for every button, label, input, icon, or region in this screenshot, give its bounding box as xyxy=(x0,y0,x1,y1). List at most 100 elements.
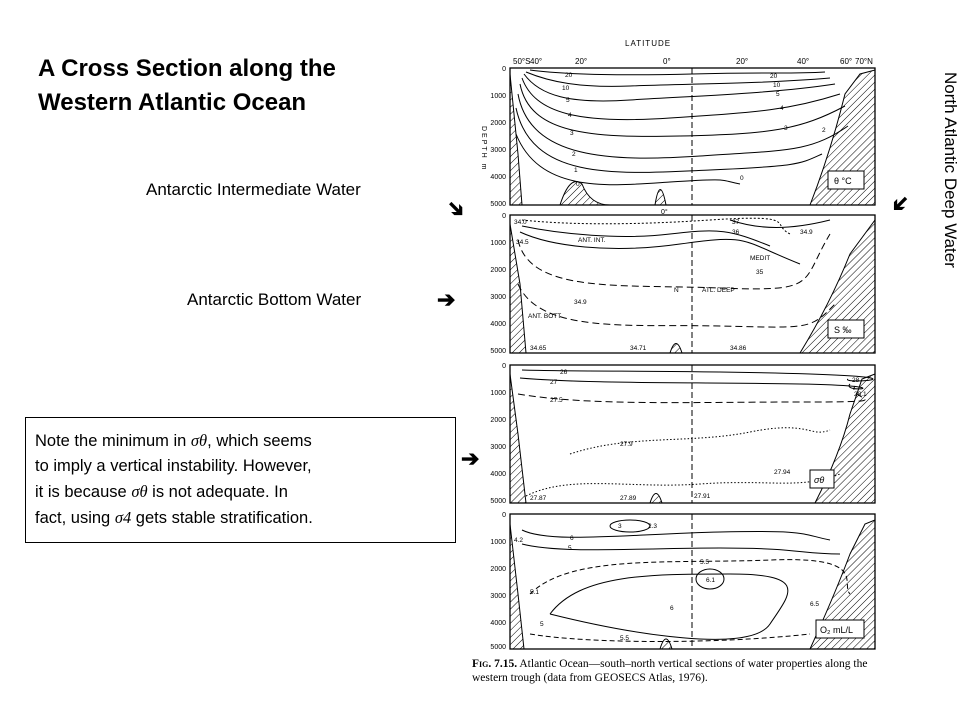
isoline-label: 34.5 xyxy=(516,239,529,246)
isoline-label: 1 xyxy=(574,167,578,174)
figure-caption: Fig. 7.15. Atlantic Ocean—south–north ve… xyxy=(472,657,892,685)
panel-label-density: σθ xyxy=(814,475,824,485)
temperature-isolines xyxy=(515,69,849,186)
isoline-label: 36 xyxy=(732,229,740,236)
isoline-label: 35 xyxy=(756,269,764,276)
depth-tick: 4000 xyxy=(490,620,506,627)
arrow-note-icon: ➔ xyxy=(461,446,480,471)
isoline-labels: 20 10 5 4 3 2 1 0 20 10 5 4 3 2 0 xyxy=(562,72,826,188)
seafloor-hatch xyxy=(659,638,673,650)
depth-tick: 2000 xyxy=(490,566,506,573)
top-tick: 40° xyxy=(797,57,809,66)
note-text: gets stable stratification. xyxy=(135,509,313,527)
seafloor-hatch xyxy=(649,493,663,504)
isoline-label: 27.9 xyxy=(620,441,633,448)
sigma-theta-symbol: σθ xyxy=(190,431,208,450)
panel-label-box xyxy=(815,619,865,639)
isoline-label: 6 xyxy=(670,605,674,612)
panel-density: 0 1000 2000 3000 4000 5000 26 27 27.5 27… xyxy=(490,363,876,505)
isoline-label: 5.5 xyxy=(620,635,629,642)
note-line-3: it is because σθ is not adequate. In xyxy=(35,479,447,505)
isoline-label: 27 xyxy=(550,379,558,386)
seafloor-hatch xyxy=(559,181,611,206)
isoline-label: 10 xyxy=(773,82,781,89)
panel-label-box xyxy=(809,469,835,489)
seafloor-hatch xyxy=(509,223,527,354)
caption-fig-number: Fig. 7.15. xyxy=(472,658,518,670)
depth-tick: 2000 xyxy=(490,120,506,127)
salinity-labels: 34.0 34.5 ANT. INT. 37 36 34.9 MEDIT 35 … xyxy=(514,219,813,352)
equator-label: 0° xyxy=(661,208,668,216)
isoline-label: 2.3 xyxy=(648,523,657,530)
slide-title: A Cross Section along the Western Atlant… xyxy=(38,52,438,120)
seafloor-hatch xyxy=(654,189,667,206)
depth-tick: 5000 xyxy=(490,498,506,505)
isoline-label: 27.5 xyxy=(550,397,563,404)
depth-tick: 4000 xyxy=(490,321,506,328)
isoline-label: 4.2 xyxy=(514,537,523,544)
depth-tick: 1000 xyxy=(490,539,506,546)
isoline-label: 5.1 xyxy=(530,589,539,596)
seafloor-hatch xyxy=(509,523,525,650)
isoline-label: 6.1 xyxy=(706,577,715,584)
depth-tick: 1000 xyxy=(490,240,506,247)
note-line-4: fact, using σ4 gets stable stratificatio… xyxy=(35,505,447,531)
depth-tick: 3000 xyxy=(490,593,506,600)
isoline-label: 34.71 xyxy=(630,345,647,352)
arrow-deep-water-icon: ➔ xyxy=(885,188,916,220)
isoline-label: 4 xyxy=(780,105,784,112)
depth-ticks: 0 1000 2000 3000 4000 5000 xyxy=(490,363,506,505)
isoline-label: 27.87 xyxy=(530,495,547,502)
density-labels: 26 27 27.5 27.9 28 28.1 27.94 27.87 27.8… xyxy=(530,369,867,502)
depth-tick: 3000 xyxy=(490,147,506,154)
isoline-label: 10 xyxy=(562,85,570,92)
isoline-label: 27.91 xyxy=(694,493,711,500)
isoline-label: 3 xyxy=(570,130,574,137)
panel-salinity: 0° 0 1000 2000 3000 4000 5000 34.0 34.5 … xyxy=(490,208,876,355)
seafloor-hatch xyxy=(669,343,683,354)
isoline-label: 0 xyxy=(740,175,744,182)
caption-text: Atlantic Ocean—south–north vertical sect… xyxy=(472,658,868,684)
panel-label-temperature: θ °C xyxy=(834,176,852,186)
latitude-axis-title: LATITUDE xyxy=(625,39,671,48)
panel-label-oxygen: O₂ mL/L xyxy=(820,625,853,635)
isoline-label: 28.1 xyxy=(854,391,867,398)
top-tick: 0° xyxy=(663,57,671,66)
seafloor-hatch xyxy=(509,373,527,504)
water-mass-label: N xyxy=(674,287,679,294)
isoline-label: 20 xyxy=(565,72,573,79)
depth-ticks: 0 1000 2000 3000 4000 5000 xyxy=(490,213,506,355)
water-mass-label: ATL. DEEP xyxy=(702,287,735,294)
depth-tick: 2000 xyxy=(490,267,506,274)
top-tick: 40° xyxy=(530,57,542,66)
isoline-label: 37 xyxy=(732,219,740,226)
note-text: it is because xyxy=(35,483,127,501)
depth-tick: 3000 xyxy=(490,294,506,301)
isoline-label: 26 xyxy=(560,369,568,376)
arrow-bottom-icon: ➔ xyxy=(437,287,456,312)
sigma-4-symbol: σ4 xyxy=(114,508,132,527)
panel-label-box xyxy=(827,319,865,339)
panel-label-box xyxy=(827,170,865,190)
isoline-label: 3 xyxy=(618,523,622,530)
isoline-label: 27.94 xyxy=(774,469,791,476)
isoline-label: 2 xyxy=(822,127,826,134)
isoline-label: 6 xyxy=(570,535,574,542)
depth-tick: 1000 xyxy=(490,93,506,100)
antarctic-intermediate-water-label: Antarctic Intermediate Water xyxy=(146,180,361,199)
isoline-label: 5 xyxy=(566,97,570,104)
water-mass-label: ANT. INT. xyxy=(578,237,606,244)
note-text: fact, using xyxy=(35,509,111,527)
note-line-1: Note the minimum in σθ, which seems xyxy=(35,428,447,454)
note-text: Note the minimum in xyxy=(35,432,187,450)
isoline-label: 20 xyxy=(770,73,778,80)
panel-temperature: 0 1000 2000 3000 4000 5000 20 10 5 4 3 xyxy=(490,66,876,208)
isoline-label: 28 xyxy=(852,377,860,384)
depth-tick: 2000 xyxy=(490,417,506,424)
seafloor-hatch xyxy=(509,73,523,206)
isoline-label: 0 xyxy=(576,181,580,188)
note-line-2: to imply a vertical instability. However… xyxy=(35,457,312,475)
top-tick: 70°N xyxy=(855,57,873,66)
isoline-label: 34.9 xyxy=(800,229,813,236)
depth-tick: 0 xyxy=(502,512,506,519)
